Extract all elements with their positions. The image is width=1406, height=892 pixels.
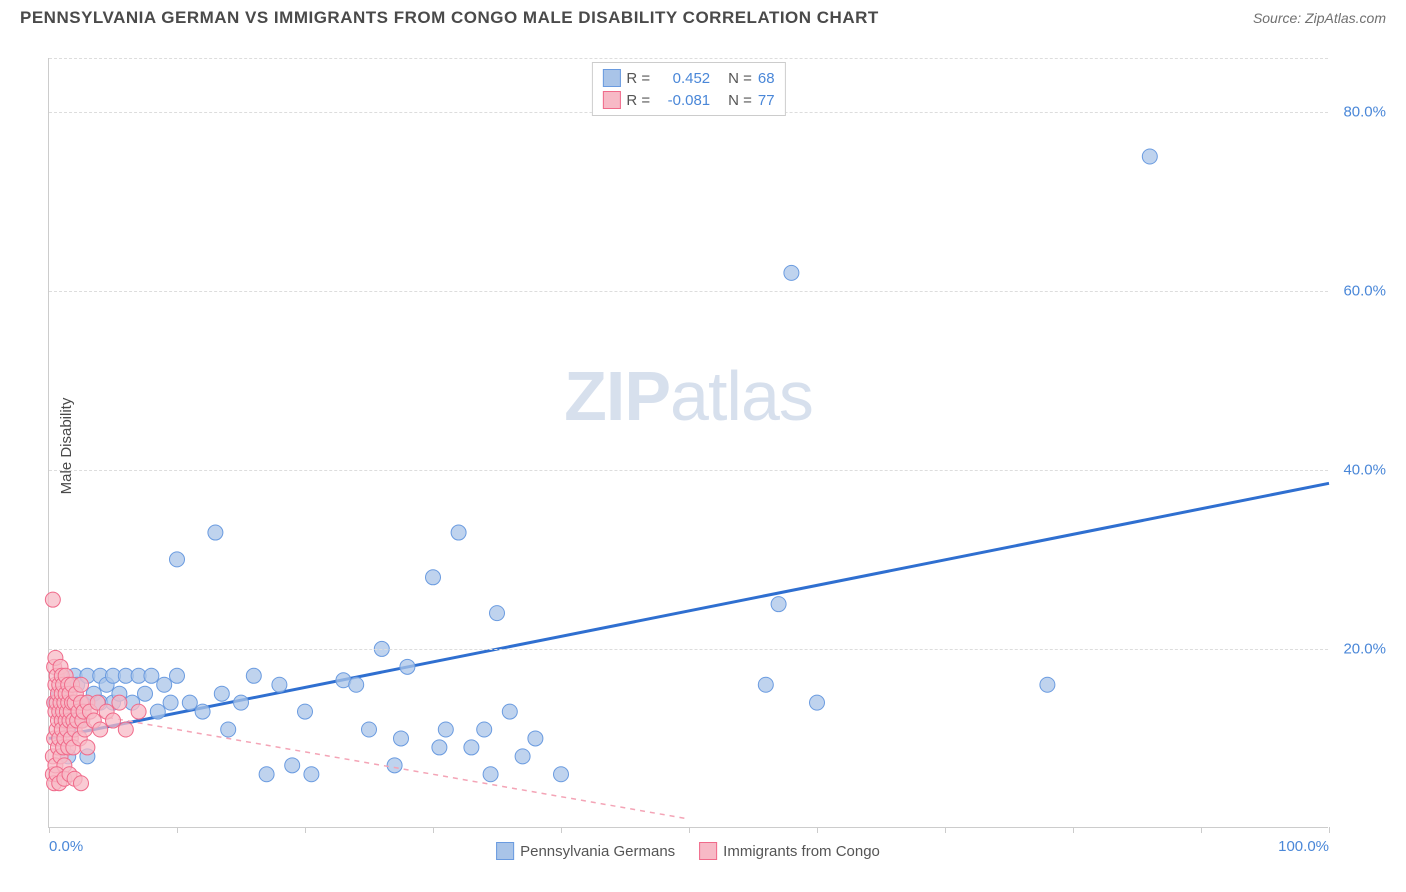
gridline [49,649,1328,650]
data-point [554,767,569,782]
data-point [483,767,498,782]
data-point [758,677,773,692]
data-point [195,704,210,719]
data-point [74,776,89,791]
x-tick [1329,827,1330,833]
data-point [515,749,530,764]
data-point [170,668,185,683]
data-point [784,265,799,280]
data-point [234,695,249,710]
data-point [112,695,127,710]
legend-swatch [496,842,514,860]
data-point [131,704,146,719]
data-point [298,704,313,719]
plot-svg [49,58,1328,827]
legend-series-label: Pennsylvania Germans [520,843,675,860]
x-tick [177,827,178,833]
chart-header: PENNSYLVANIA GERMAN VS IMMIGRANTS FROM C… [0,0,1406,32]
x-tick [49,827,50,833]
data-point [349,677,364,692]
gridline [49,58,1328,59]
data-point [150,704,165,719]
x-tick [1201,827,1202,833]
x-tick [433,827,434,833]
data-point [400,659,415,674]
data-point [214,686,229,701]
legend-series-item: Immigrants from Congo [699,842,880,860]
data-point [93,722,108,737]
chart-container: ZIPatlas R = 0.452N = 68R = -0.081N = 77… [48,58,1328,828]
legend-n-value: 68 [758,70,775,87]
data-point [144,668,159,683]
data-point [387,758,402,773]
data-point [451,525,466,540]
x-tick [689,827,690,833]
data-point [182,695,197,710]
x-tick [817,827,818,833]
data-point [432,740,447,755]
data-point [810,695,825,710]
data-point [771,597,786,612]
x-tick [561,827,562,833]
data-point [163,695,178,710]
chart-source: Source: ZipAtlas.com [1253,10,1386,26]
legend-series-item: Pennsylvania Germans [496,842,675,860]
legend-swatch [699,842,717,860]
gridline [49,291,1328,292]
legend-n-label: N = [728,92,752,109]
data-point [285,758,300,773]
legend-stat-row: R = 0.452 N = 68 [602,67,774,89]
data-point [45,592,60,607]
data-point [221,722,236,737]
data-point [394,731,409,746]
x-tick [945,827,946,833]
legend-r-value: 0.452 [656,70,710,87]
data-point [464,740,479,755]
data-point [208,525,223,540]
data-point [74,677,89,692]
legend-series-label: Immigrants from Congo [723,843,880,860]
legend-n-value: 77 [758,92,775,109]
legend-r-label: R = [626,92,650,109]
data-point [1040,677,1055,692]
data-point [528,731,543,746]
data-point [426,570,441,585]
legend-swatch [602,69,620,87]
legend-series: Pennsylvania Germans Immigrants from Cong… [496,842,880,860]
data-point [157,677,172,692]
chart-title: PENNSYLVANIA GERMAN VS IMMIGRANTS FROM C… [20,8,879,28]
data-point [118,722,133,737]
data-point [106,713,121,728]
data-point [362,722,377,737]
y-tick-label: 40.0% [1343,461,1386,478]
data-point [259,767,274,782]
data-point [502,704,517,719]
y-tick-label: 60.0% [1343,282,1386,299]
data-point [438,722,453,737]
legend-stat-row: R = -0.081 N = 77 [602,89,774,111]
x-tick-label: 100.0% [1278,838,1329,855]
legend-r-label: R = [626,70,650,87]
data-point [246,668,261,683]
legend-r-value: -0.081 [656,92,710,109]
plot-area: ZIPatlas R = 0.452N = 68R = -0.081N = 77… [48,58,1328,828]
x-tick-label: 0.0% [49,838,83,855]
data-point [490,606,505,621]
y-tick-label: 20.0% [1343,640,1386,657]
data-point [1142,149,1157,164]
data-point [304,767,319,782]
legend-stats: R = 0.452 N = 68 R = -0.081 N = 77 [591,62,785,116]
data-point [272,677,287,692]
data-point [80,740,95,755]
gridline [49,470,1328,471]
data-point [170,552,185,567]
legend-n-label: N = [728,70,752,87]
legend-swatch [602,91,620,109]
x-tick [1073,827,1074,833]
data-point [138,686,153,701]
data-point [477,722,492,737]
x-tick [305,827,306,833]
y-tick-label: 80.0% [1343,103,1386,120]
